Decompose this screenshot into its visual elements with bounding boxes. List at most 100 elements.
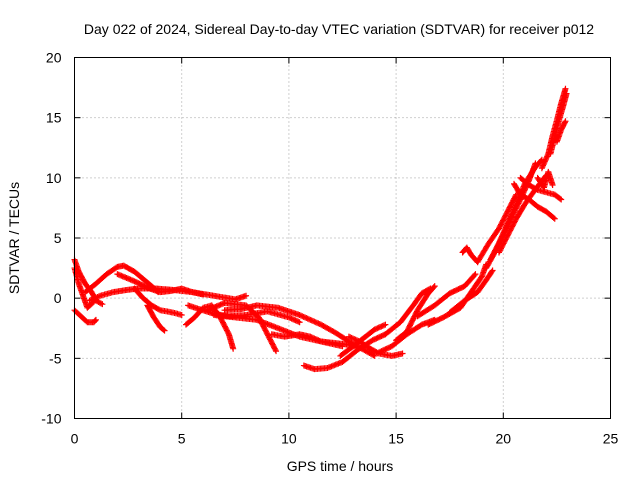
data-point [296, 312, 303, 319]
y-axis-label: SDTVAR / TECUs [6, 182, 22, 294]
data-point [347, 334, 354, 341]
data-point [562, 85, 569, 92]
data-point [301, 314, 308, 321]
data-point [95, 293, 102, 300]
data-point [378, 323, 385, 330]
data-point [561, 119, 568, 126]
data-point [371, 326, 378, 333]
x-tick-label: 15 [388, 431, 404, 447]
chart-title: Day 022 of 2024, Sidereal Day-to-day VTE… [84, 21, 594, 37]
y-tick-label: 0 [54, 290, 62, 306]
series-track-ad [517, 174, 565, 203]
data-point [272, 346, 279, 353]
data-point [288, 315, 295, 322]
data-point [93, 294, 100, 301]
data-point [489, 267, 496, 274]
y-tick-label: 20 [46, 50, 62, 66]
data-point [353, 337, 360, 344]
data-point [348, 334, 355, 341]
series-track-m [221, 302, 378, 359]
series-track-b [71, 265, 97, 311]
data-point [430, 284, 437, 291]
series-track-o [300, 331, 389, 373]
data-point [295, 318, 302, 325]
data-point [312, 319, 319, 326]
data-point [557, 195, 564, 202]
data-point [562, 118, 569, 125]
data-point [98, 300, 105, 307]
data-point [92, 316, 99, 323]
data-point [349, 335, 356, 342]
data-point [339, 343, 346, 350]
data-point [94, 293, 101, 300]
series-track-q [345, 333, 406, 359]
data-point [225, 329, 232, 336]
data-point [471, 272, 478, 279]
data-point [304, 315, 311, 322]
data-point [311, 318, 318, 325]
data-point [243, 292, 250, 299]
data-point [379, 322, 386, 329]
series-track-f [114, 271, 207, 298]
data-point [292, 317, 299, 324]
data-point [551, 215, 558, 222]
data-point [399, 350, 406, 357]
data-point [287, 315, 294, 322]
y-tick-label: 15 [46, 110, 62, 126]
data-point [308, 334, 315, 341]
data-point [230, 345, 237, 352]
data-point [297, 312, 304, 319]
series-track-aa [487, 156, 545, 263]
data-point [92, 317, 99, 324]
data-point [90, 295, 97, 302]
data-point [310, 318, 317, 325]
data-point [381, 322, 388, 329]
data-point [549, 182, 556, 189]
data-point [178, 312, 185, 319]
data-point [285, 314, 292, 321]
data-point [308, 317, 315, 324]
y-tick-label: 5 [54, 230, 62, 246]
data-point [311, 335, 318, 342]
series-track-t [393, 283, 438, 344]
data-point [315, 337, 322, 344]
data-point [160, 326, 167, 333]
data-point [345, 333, 352, 340]
series-track-ae [534, 168, 556, 191]
y-tick-label: 10 [46, 170, 62, 186]
data-point [289, 316, 296, 323]
data-point [472, 271, 479, 278]
data-point [314, 319, 321, 326]
data-point [86, 297, 93, 304]
data-point [303, 315, 310, 322]
x-tick-label: 10 [281, 431, 297, 447]
data-point [315, 320, 322, 327]
data-point [300, 313, 307, 320]
data-point [87, 296, 94, 303]
series-track-h [144, 302, 168, 334]
data-point [370, 352, 377, 359]
series-track-n [268, 331, 346, 350]
x-tick-label: 25 [603, 431, 619, 447]
series-track-y [474, 191, 520, 266]
data-point [352, 336, 359, 343]
data-point [351, 336, 358, 343]
data-point [375, 324, 382, 331]
data-point [156, 306, 163, 313]
data-point [307, 333, 314, 340]
data-point [314, 336, 321, 343]
x-axis-label: GPS time / hours [287, 458, 394, 474]
data-point [563, 90, 570, 97]
data-point [374, 325, 381, 332]
data-point [307, 316, 314, 323]
data-point [200, 291, 207, 298]
series-track-ag [547, 90, 570, 157]
data-point [293, 318, 300, 325]
data-point [99, 301, 106, 308]
data-point [550, 214, 557, 221]
data-point [296, 319, 303, 326]
series-track-ah [553, 118, 569, 145]
data-point [299, 313, 306, 320]
series-track-w [446, 267, 496, 316]
